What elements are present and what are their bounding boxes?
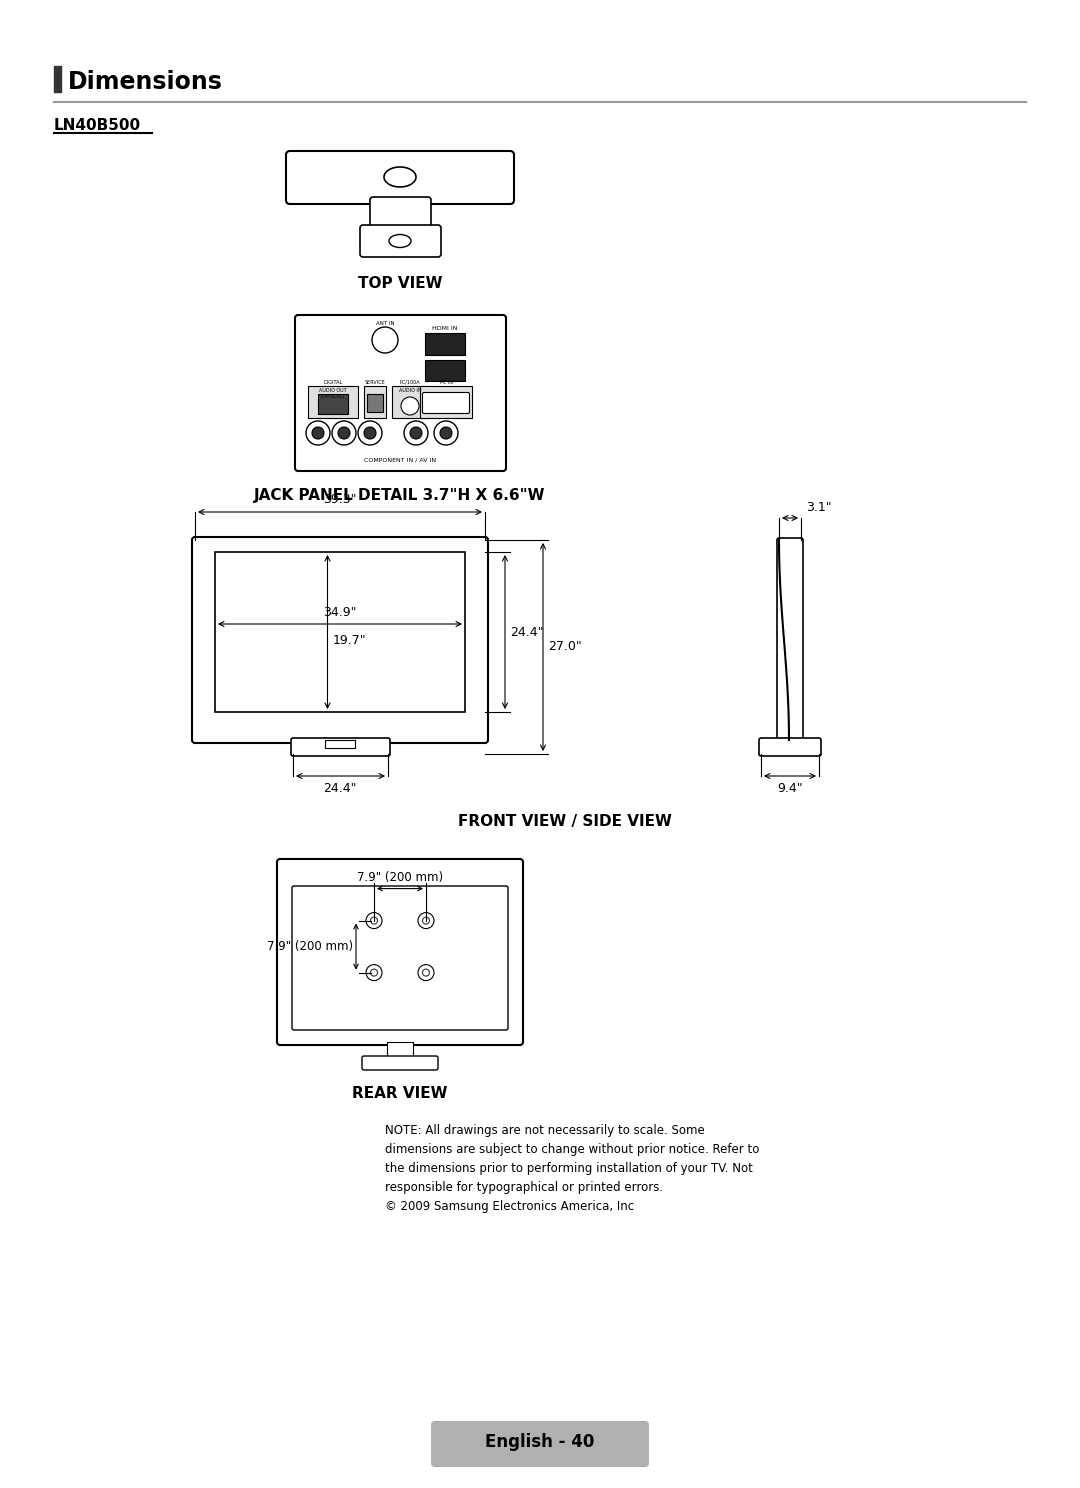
- Text: HDMI IN: HDMI IN: [432, 326, 458, 330]
- Text: English - 40: English - 40: [485, 1433, 595, 1451]
- FancyBboxPatch shape: [292, 885, 508, 1030]
- Text: REAR VIEW: REAR VIEW: [352, 1086, 448, 1101]
- Text: JACK PANEL DETAIL 3.7"H X 6.6"W: JACK PANEL DETAIL 3.7"H X 6.6"W: [254, 488, 545, 503]
- Circle shape: [366, 964, 382, 981]
- FancyBboxPatch shape: [286, 150, 514, 204]
- Bar: [308, 385, 357, 418]
- Bar: [392, 385, 428, 418]
- FancyBboxPatch shape: [276, 859, 523, 1045]
- FancyBboxPatch shape: [431, 1421, 649, 1467]
- FancyBboxPatch shape: [192, 537, 488, 743]
- Text: PC/100A: PC/100A: [400, 379, 420, 385]
- FancyBboxPatch shape: [759, 738, 821, 756]
- Circle shape: [404, 421, 428, 445]
- Circle shape: [370, 917, 378, 924]
- Ellipse shape: [384, 167, 416, 187]
- Circle shape: [312, 427, 324, 439]
- Text: 19.7": 19.7": [333, 634, 366, 646]
- Bar: [325, 740, 355, 748]
- Bar: [215, 552, 465, 711]
- Text: COMPONENT IN / AV IN: COMPONENT IN / AV IN: [364, 457, 436, 461]
- FancyBboxPatch shape: [295, 315, 507, 472]
- Text: Dimensions: Dimensions: [68, 70, 222, 94]
- Bar: [364, 385, 386, 418]
- FancyBboxPatch shape: [422, 393, 470, 414]
- Text: FRONT VIEW / SIDE VIEW: FRONT VIEW / SIDE VIEW: [458, 814, 672, 829]
- FancyBboxPatch shape: [360, 225, 441, 257]
- Ellipse shape: [389, 235, 411, 247]
- Circle shape: [306, 421, 330, 445]
- Text: DIGITAL: DIGITAL: [323, 379, 342, 385]
- Bar: [420, 385, 472, 418]
- Text: ANT IN: ANT IN: [376, 321, 394, 326]
- Circle shape: [418, 912, 434, 929]
- Circle shape: [372, 327, 399, 353]
- Bar: [426, 360, 465, 381]
- Text: 24.4": 24.4": [510, 625, 543, 638]
- Text: 7.9" (200 mm): 7.9" (200 mm): [267, 940, 353, 954]
- Text: 27.0": 27.0": [548, 640, 582, 653]
- Text: NOTE: All drawings are not necessarily to scale. Some
dimensions are subject to : NOTE: All drawings are not necessarily t…: [384, 1123, 759, 1213]
- Bar: [318, 394, 348, 414]
- Text: TOP VIEW: TOP VIEW: [357, 275, 442, 292]
- Circle shape: [434, 421, 458, 445]
- Bar: [426, 333, 465, 356]
- FancyBboxPatch shape: [777, 539, 804, 743]
- Bar: [387, 1042, 413, 1058]
- Circle shape: [338, 427, 350, 439]
- Circle shape: [332, 421, 356, 445]
- FancyBboxPatch shape: [291, 738, 390, 756]
- Text: 39.3": 39.3": [323, 493, 356, 506]
- Bar: [54, 65, 60, 92]
- Circle shape: [364, 427, 376, 439]
- Text: 34.9": 34.9": [323, 606, 356, 619]
- Circle shape: [357, 421, 382, 445]
- Text: 9.4": 9.4": [778, 783, 802, 795]
- FancyBboxPatch shape: [370, 196, 431, 231]
- Text: 24.4": 24.4": [323, 783, 356, 795]
- Circle shape: [418, 964, 434, 981]
- Circle shape: [410, 427, 422, 439]
- Text: LN40B500: LN40B500: [54, 118, 141, 132]
- Circle shape: [422, 917, 430, 924]
- Circle shape: [401, 397, 419, 415]
- Text: SERVICE: SERVICE: [365, 379, 386, 385]
- Text: 7.9" (200 mm): 7.9" (200 mm): [356, 870, 443, 884]
- Circle shape: [440, 427, 453, 439]
- Text: AUDIO IN: AUDIO IN: [399, 388, 421, 393]
- Circle shape: [370, 969, 378, 976]
- FancyBboxPatch shape: [362, 1056, 438, 1070]
- Text: PC IN: PC IN: [440, 379, 453, 385]
- Text: AUDIO OUT: AUDIO OUT: [320, 388, 347, 393]
- Circle shape: [366, 912, 382, 929]
- Bar: [367, 394, 383, 412]
- Text: (OPTICAL): (OPTICAL): [321, 394, 346, 399]
- Circle shape: [422, 969, 430, 976]
- Text: 3.1": 3.1": [806, 501, 832, 513]
